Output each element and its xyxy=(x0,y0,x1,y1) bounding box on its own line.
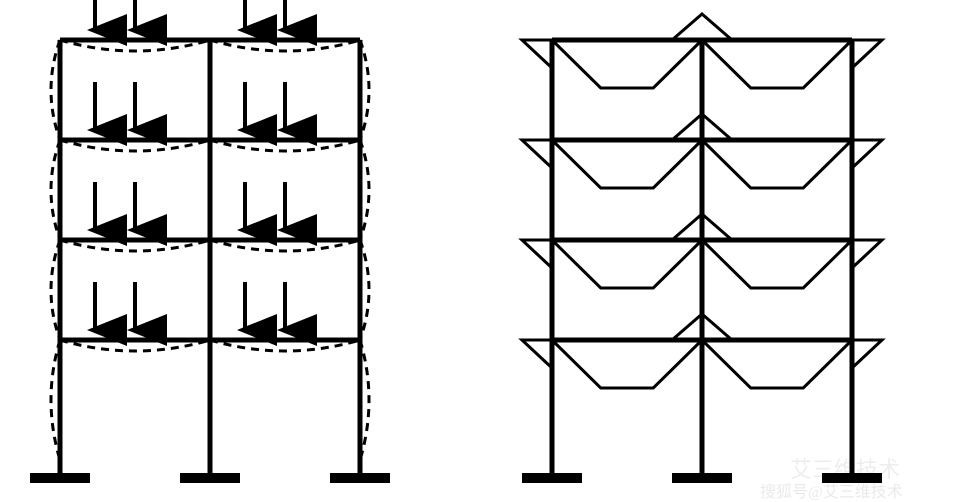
moment-exterior-right xyxy=(852,240,882,268)
structural-diagrams xyxy=(0,0,962,502)
moment-exterior-right xyxy=(852,40,882,68)
footing xyxy=(522,473,582,483)
moment-span-sag xyxy=(702,140,852,188)
footing xyxy=(822,473,882,483)
moment-exterior-left xyxy=(522,140,552,168)
moment-exterior-right xyxy=(852,340,882,368)
moment-interior-peak xyxy=(672,14,732,40)
moment-span-sag xyxy=(552,40,702,88)
right-frame-moment xyxy=(522,14,882,483)
moment-exterior-left xyxy=(522,240,552,268)
footing xyxy=(330,473,390,483)
moment-span-sag xyxy=(702,240,852,288)
footing xyxy=(30,473,90,483)
moment-span-sag xyxy=(702,40,852,88)
moment-exterior-left xyxy=(522,340,552,368)
moment-exterior-right xyxy=(852,140,882,168)
footing xyxy=(672,473,732,483)
moment-span-sag xyxy=(702,340,852,388)
left-frame-deflection xyxy=(30,0,390,483)
moment-span-sag xyxy=(552,340,702,388)
moment-exterior-left xyxy=(522,40,552,68)
moment-span-sag xyxy=(552,240,702,288)
moment-span-sag xyxy=(552,140,702,188)
footing xyxy=(180,473,240,483)
